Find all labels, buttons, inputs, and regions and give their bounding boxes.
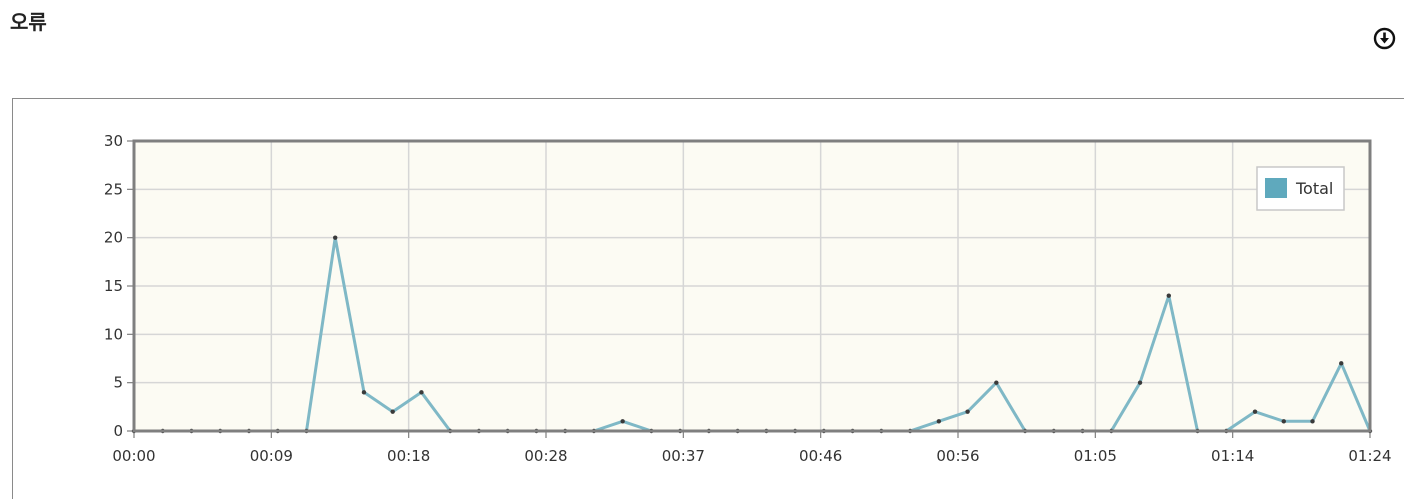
x-tick-label: 00:56	[936, 447, 979, 465]
x-tick-label: 00:37	[662, 447, 705, 465]
data-point	[333, 235, 338, 240]
x-tick-label: 00:18	[387, 447, 430, 465]
data-point	[390, 409, 395, 414]
data-point	[936, 419, 942, 424]
data-point	[1339, 361, 1344, 366]
data-point	[620, 419, 625, 424]
data-point	[965, 409, 970, 414]
page-title: 오류	[10, 10, 47, 34]
data-point	[1281, 419, 1286, 424]
x-tick-label: 00:09	[250, 447, 293, 465]
chart-panel: 0 5 10 15 20 25 30 00:00 00:09 00:18 00:28 00:37 00…	[12, 98, 1404, 499]
legend: Total	[1256, 166, 1345, 211]
y-tick-label: 15	[104, 277, 123, 295]
data-point	[361, 390, 367, 395]
x-tick-label: 00:00	[112, 447, 155, 465]
data-point	[1252, 409, 1258, 414]
x-tick-label: 01:24	[1348, 447, 1391, 465]
y-tick-label: 30	[104, 132, 123, 150]
legend-label: Total	[1295, 179, 1333, 198]
y-tick-label: 20	[104, 229, 123, 247]
x-tick-label: 00:28	[524, 447, 567, 465]
data-point	[994, 380, 999, 385]
y-axis: 0 5 10 15 20 25 30	[104, 132, 134, 440]
y-tick-label: 25	[104, 180, 123, 198]
legend-swatch	[1263, 176, 1289, 200]
y-tick-label: 5	[113, 374, 123, 392]
x-tick-label: 01:05	[1074, 447, 1117, 465]
y-tick-label: 10	[104, 325, 123, 343]
data-point	[1137, 380, 1143, 385]
data-point	[1166, 293, 1171, 298]
download-icon[interactable]	[1373, 27, 1396, 50]
x-axis: 00:00 00:09 00:18 00:28 00:37 00:46 00:56 01:05…	[112, 431, 1392, 465]
x-tick-label: 00:46	[799, 447, 842, 465]
data-point	[1310, 419, 1315, 424]
x-tick-label: 01:14	[1211, 447, 1254, 465]
data-point	[419, 390, 424, 395]
plot-frame	[132, 139, 1372, 433]
y-tick-label: 0	[113, 422, 123, 440]
